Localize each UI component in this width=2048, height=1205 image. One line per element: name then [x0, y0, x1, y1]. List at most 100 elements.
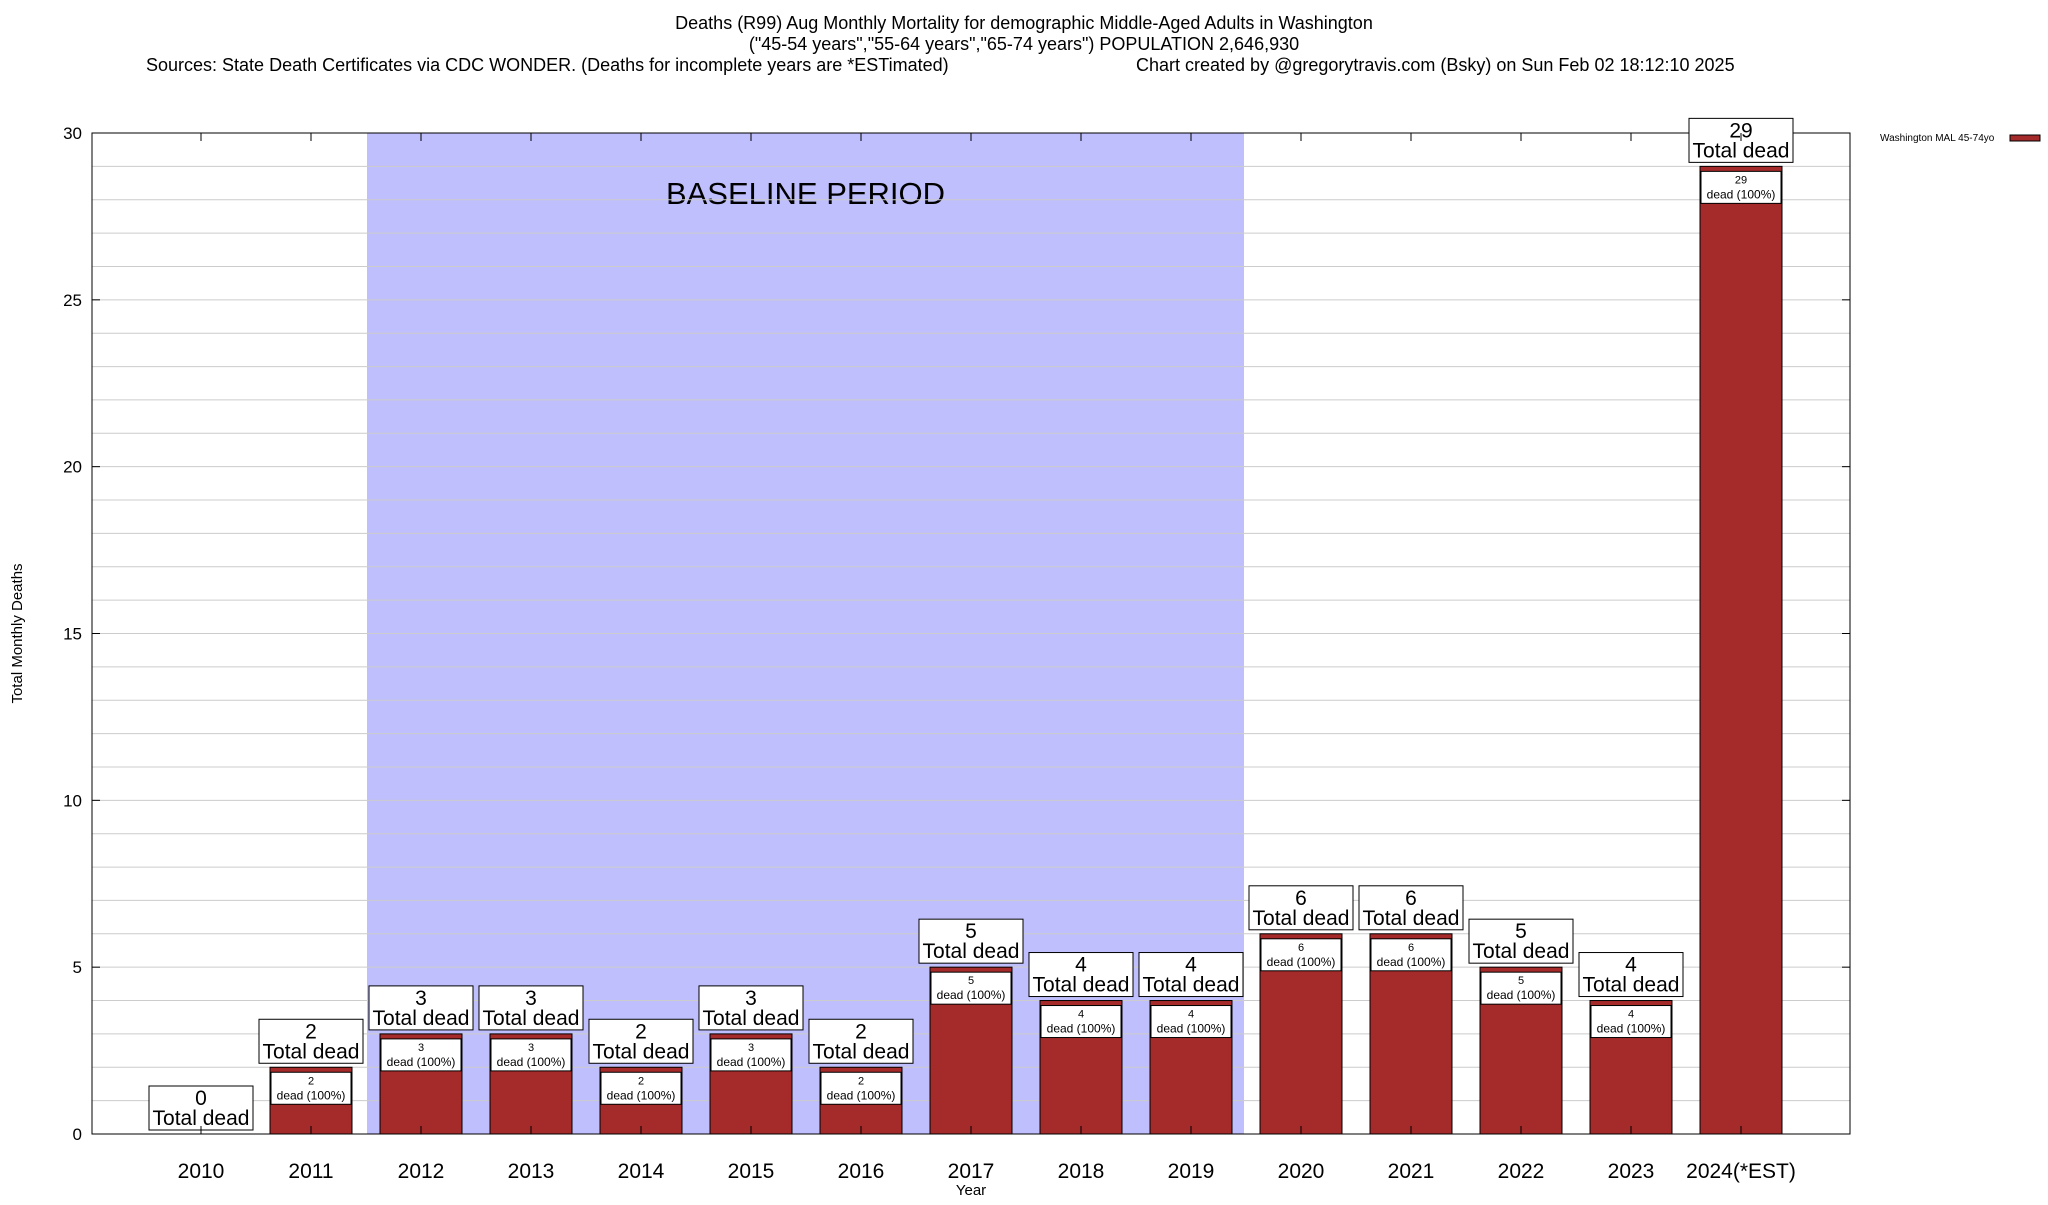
- bar-inner-value: 6: [1298, 942, 1304, 954]
- bar-inner-label-box: [490, 1038, 572, 1072]
- total-label-box: [258, 1018, 364, 1064]
- bar-inner-percent: dead (100%): [1267, 955, 1336, 969]
- y-tick-label: 25: [63, 291, 82, 310]
- bar-inner-label-box: [1040, 1005, 1122, 1039]
- bar-inner-value: 2: [638, 1075, 644, 1087]
- y-tick-label: 20: [63, 458, 82, 477]
- total-label-value: 0: [195, 1087, 207, 1110]
- bar: [1699, 165, 1783, 1135]
- total-label-text: Total dead: [1033, 974, 1130, 997]
- bar-inner-percent: dead (100%): [1597, 1022, 1666, 1036]
- x-tick-label: 2012: [398, 1160, 445, 1183]
- bar-inner-label-box: [270, 1071, 352, 1105]
- x-axis-label: Year: [956, 1182, 986, 1199]
- bar-inner-percent: dead (100%): [717, 1055, 786, 1069]
- total-label-value: 29: [1729, 119, 1752, 142]
- x-tick-label: 2023: [1608, 1160, 1655, 1183]
- bar-inner-percent: dead (100%): [497, 1055, 566, 1069]
- bar-inner-value: 4: [1078, 1009, 1084, 1021]
- x-tick-label: 2015: [728, 1160, 775, 1183]
- bar-inner-label-box: [1370, 938, 1452, 972]
- bar-inner-percent: dead (100%): [1377, 955, 1446, 969]
- x-tick-label: 2021: [1388, 1160, 1435, 1183]
- bar-inner-value: 3: [418, 1042, 424, 1054]
- x-tick-label: 2016: [838, 1160, 885, 1183]
- total-label-box: [1358, 885, 1464, 931]
- chart-credit-line: Chart created by @gregorytravis.com (Bsk…: [1136, 55, 1735, 75]
- total-label-box: [808, 1018, 914, 1064]
- bar-inner-label-box: [710, 1038, 792, 1072]
- chart-title-line-1: Deaths (R99) Aug Monthly Mortality for d…: [675, 13, 1373, 33]
- total-label-text: Total dead: [483, 1007, 580, 1030]
- bar-inner-label-box: [1700, 170, 1782, 204]
- bar-inner-percent: dead (100%): [937, 988, 1006, 1002]
- bar-inner-label-box: [1480, 971, 1562, 1005]
- bar-inner-value: 3: [528, 1042, 534, 1054]
- total-label-value: 5: [1515, 920, 1527, 943]
- x-tick-label: 2011: [288, 1160, 333, 1183]
- chart-title-line-2: ("45-54 years","55-64 years","65-74 year…: [748, 34, 1300, 54]
- bar-inner-percent: dead (100%): [1157, 1022, 1226, 1036]
- x-tick-label: 2022: [1498, 1160, 1545, 1183]
- total-label-box: [368, 985, 474, 1031]
- total-label-text: Total dead: [593, 1040, 690, 1063]
- total-label-value: 3: [745, 987, 757, 1010]
- total-label-box: [588, 1018, 694, 1064]
- bar-inner-label-box: [600, 1071, 682, 1105]
- total-label-value: 2: [635, 1020, 647, 1043]
- legend-label: Washington MAL 45-74yo: [1880, 133, 1995, 144]
- bar-inner-value: 5: [968, 975, 974, 987]
- bar-inner-label-box: [820, 1071, 902, 1105]
- total-label-text: Total dead: [703, 1007, 800, 1030]
- bar-inner-value: 3: [748, 1042, 754, 1054]
- total-label-value: 6: [1295, 887, 1307, 910]
- total-label-box: [1028, 952, 1134, 998]
- total-label-value: 2: [855, 1020, 867, 1043]
- total-label-value: 2: [305, 1020, 317, 1043]
- total-label-text: Total dead: [1583, 974, 1680, 997]
- total-label-box: [478, 985, 584, 1031]
- total-label-value: 3: [415, 987, 427, 1010]
- x-tick-label: 2019: [1168, 1160, 1215, 1183]
- bar-inner-label-box: [1260, 938, 1342, 972]
- bar-inner-label-box: [1590, 1005, 1672, 1039]
- x-tick-label: 2010: [178, 1160, 225, 1183]
- chart-sources-line: Sources: State Death Certificates via CD…: [146, 55, 949, 75]
- total-label-value: 4: [1075, 954, 1087, 977]
- bar-inner-percent: dead (100%): [827, 1088, 896, 1102]
- bar-inner-percent: dead (100%): [387, 1055, 456, 1069]
- bar-inner-value: 29: [1735, 174, 1747, 186]
- bar-inner-value: 2: [308, 1075, 314, 1087]
- bar-inner-value: 5: [1518, 975, 1524, 987]
- total-label-text: Total dead: [813, 1040, 910, 1063]
- total-label-box: [1578, 952, 1684, 998]
- legend-swatch: [2009, 134, 2041, 142]
- bar-inner-value: 4: [1628, 1009, 1634, 1021]
- total-label-text: Total dead: [263, 1040, 360, 1063]
- total-label-value: 4: [1185, 954, 1197, 977]
- total-label-box: [1138, 952, 1244, 998]
- bar-inner-label-box: [380, 1038, 462, 1072]
- total-label-text: Total dead: [153, 1107, 250, 1130]
- x-tick-label: 2013: [508, 1160, 555, 1183]
- total-label-text: Total dead: [1693, 139, 1790, 162]
- x-tick-label: 2018: [1058, 1160, 1105, 1183]
- bar-inner-value: 2: [858, 1075, 864, 1087]
- bar-inner-percent: dead (100%): [607, 1088, 676, 1102]
- total-label-value: 3: [525, 987, 537, 1010]
- bar-inner-percent: dead (100%): [1487, 988, 1556, 1002]
- total-label-text: Total dead: [923, 940, 1020, 963]
- bar-inner-percent: dead (100%): [1047, 1022, 1116, 1036]
- bar-inner-label-box: [930, 971, 1012, 1005]
- total-label-box: [148, 1085, 254, 1131]
- baseline-period-label: BASELINE PERIOD: [666, 176, 945, 211]
- bar-inner-percent: dead (100%): [1707, 187, 1776, 201]
- y-tick-label: 15: [63, 625, 82, 644]
- x-tick-label: 2014: [618, 1160, 665, 1183]
- total-label-value: 6: [1405, 887, 1417, 910]
- total-label-text: Total dead: [1143, 974, 1240, 997]
- y-tick-label: 0: [73, 1125, 82, 1144]
- bar-inner-value: 4: [1188, 1009, 1194, 1021]
- total-label-box: [1468, 918, 1574, 964]
- x-tick-label: 2017: [948, 1160, 995, 1183]
